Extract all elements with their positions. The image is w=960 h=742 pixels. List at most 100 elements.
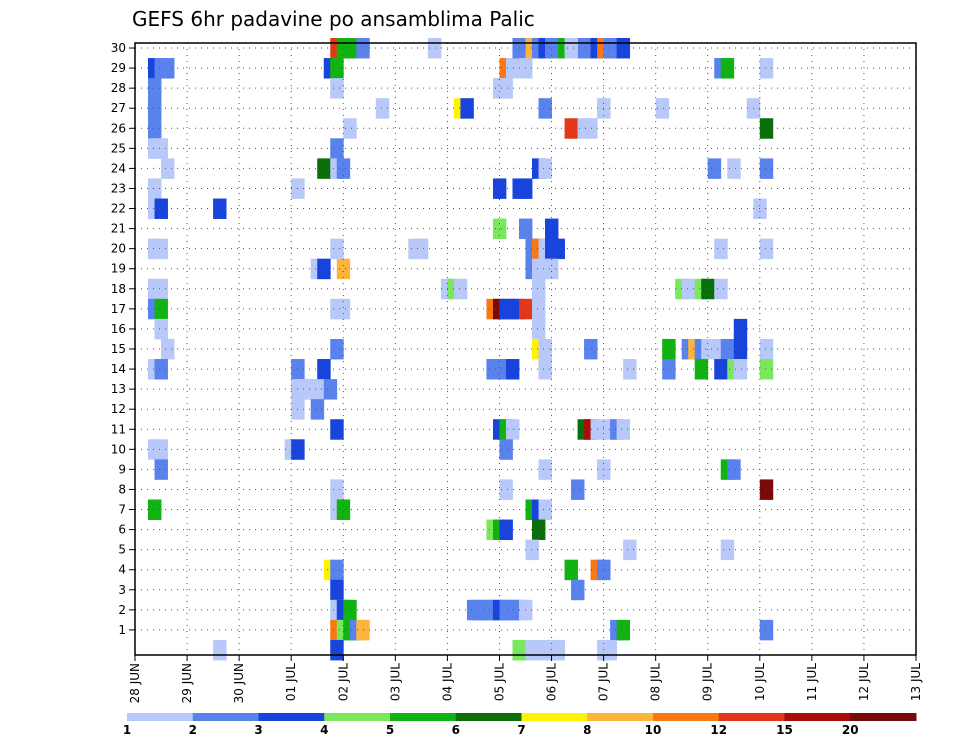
heatmap-cell xyxy=(499,479,513,500)
heatmap-cells xyxy=(148,37,774,661)
heatmap-cell xyxy=(317,258,331,280)
x-tick-label: 02 JUL xyxy=(336,663,350,701)
y-tick-label: 15 xyxy=(111,342,126,356)
x-tick-label: 12 JUL xyxy=(857,663,871,701)
heatmap-cell xyxy=(161,58,175,79)
heatmap-cell xyxy=(564,118,578,139)
heatmap-cell xyxy=(148,178,162,199)
heatmap-cell xyxy=(512,639,526,661)
x-tick-label: 28 JUN xyxy=(128,663,142,703)
y-tick-label: 23 xyxy=(111,181,126,195)
grid-lines xyxy=(134,43,917,655)
heatmap-cell xyxy=(616,419,631,440)
heatmap-cell xyxy=(330,559,344,581)
heatmap-cell xyxy=(336,158,351,179)
heatmap-cell xyxy=(655,98,670,119)
legend-label: 12 xyxy=(710,723,727,737)
heatmap-cell xyxy=(460,98,474,119)
heatmap-cell xyxy=(148,98,162,119)
heatmap-cell xyxy=(564,559,578,581)
y-tick-label: 9 xyxy=(118,462,126,476)
heatmap-cell xyxy=(733,318,748,340)
heatmap-cell xyxy=(525,539,539,561)
y-tick-label: 24 xyxy=(111,161,126,175)
heatmap-cell xyxy=(154,359,168,380)
heatmap-cell xyxy=(584,118,598,139)
heatmap-cell xyxy=(343,118,357,139)
x-tick-label: 10 JUL xyxy=(753,663,767,701)
heatmap-cell xyxy=(538,338,552,360)
heatmap-cell xyxy=(310,399,325,420)
x-axis: 28 JUN 29 JUN 30 JUN 01 JUL 02 JUL 03 JUL 04 J… xyxy=(128,655,923,703)
y-tick-label: 1 xyxy=(118,623,126,637)
heatmap-cell xyxy=(714,278,728,300)
heatmap-cell xyxy=(532,519,546,541)
heatmap-cell xyxy=(148,118,162,139)
heatmap-cell xyxy=(714,359,728,380)
heatmap-cell xyxy=(720,539,735,561)
heatmap-cell xyxy=(584,338,598,360)
legend-swatch xyxy=(192,713,259,721)
legend-swatch xyxy=(455,713,522,721)
heatmap-cell xyxy=(759,338,774,360)
heatmap-cell xyxy=(551,238,565,260)
legend-swatch xyxy=(258,713,325,721)
heatmap-cell xyxy=(330,579,344,601)
y-axis: 1234567891011121314151617181920212223242… xyxy=(111,41,135,637)
y-tick-label: 12 xyxy=(111,402,126,416)
heatmap-cell xyxy=(330,479,344,500)
heatmap-cell xyxy=(538,459,552,480)
legend-label: 15 xyxy=(776,723,793,737)
heatmap-cell xyxy=(492,218,507,240)
heatmap-cell xyxy=(161,338,175,360)
heatmap-cell xyxy=(505,58,520,79)
y-tick-label: 27 xyxy=(111,101,126,115)
heatmap-cell xyxy=(330,238,344,260)
x-tick-label: 03 JUL xyxy=(388,663,402,701)
y-tick-label: 25 xyxy=(111,141,126,155)
legend-label: 8 xyxy=(583,723,591,737)
legend-swatch xyxy=(587,713,654,721)
y-tick-label: 26 xyxy=(111,121,126,135)
heatmap-cell xyxy=(759,359,774,380)
heatmap-cell xyxy=(330,58,344,79)
heatmap-cell xyxy=(336,499,351,520)
legend-label: 1 xyxy=(123,723,131,737)
y-tick-label: 14 xyxy=(111,362,126,376)
y-tick-label: 19 xyxy=(111,262,126,276)
y-tick-label: 22 xyxy=(111,202,126,216)
legend-swatch xyxy=(653,713,720,721)
legend-swatch xyxy=(390,713,457,721)
y-tick-label: 30 xyxy=(111,41,126,55)
heatmap-cell xyxy=(714,238,728,260)
heatmap-cell xyxy=(154,318,168,340)
heatmap-cell xyxy=(414,238,429,260)
heatmap-cell xyxy=(707,158,722,179)
heatmap-cell xyxy=(571,579,585,601)
heatmap-cell xyxy=(330,338,344,360)
y-tick-label: 16 xyxy=(111,322,126,336)
heatmap-cell xyxy=(759,118,774,139)
heatmap-cell xyxy=(499,519,513,541)
x-tick-label: 30 JUN xyxy=(232,663,246,703)
x-tick-label: 01 JUL xyxy=(284,663,298,701)
heatmap-cell xyxy=(310,379,325,400)
heatmap-cell xyxy=(154,138,168,159)
heatmap-cell xyxy=(532,639,546,661)
heatmap-cell xyxy=(492,178,507,199)
heatmap-cell xyxy=(154,278,168,300)
heatmap-cell xyxy=(681,278,696,300)
heatmap-cell xyxy=(616,37,631,59)
heatmap-cell xyxy=(330,419,344,440)
heatmap-cell xyxy=(545,218,559,240)
y-tick-label: 8 xyxy=(118,482,126,496)
y-tick-label: 10 xyxy=(111,442,126,456)
heatmap-cell xyxy=(759,58,774,79)
heatmap-cell xyxy=(759,158,774,179)
legend-label: 6 xyxy=(452,723,460,737)
y-tick-label: 5 xyxy=(118,543,126,557)
heatmap-cell xyxy=(623,359,637,380)
heatmap-cell xyxy=(356,37,370,59)
legend-swatch xyxy=(850,713,917,721)
